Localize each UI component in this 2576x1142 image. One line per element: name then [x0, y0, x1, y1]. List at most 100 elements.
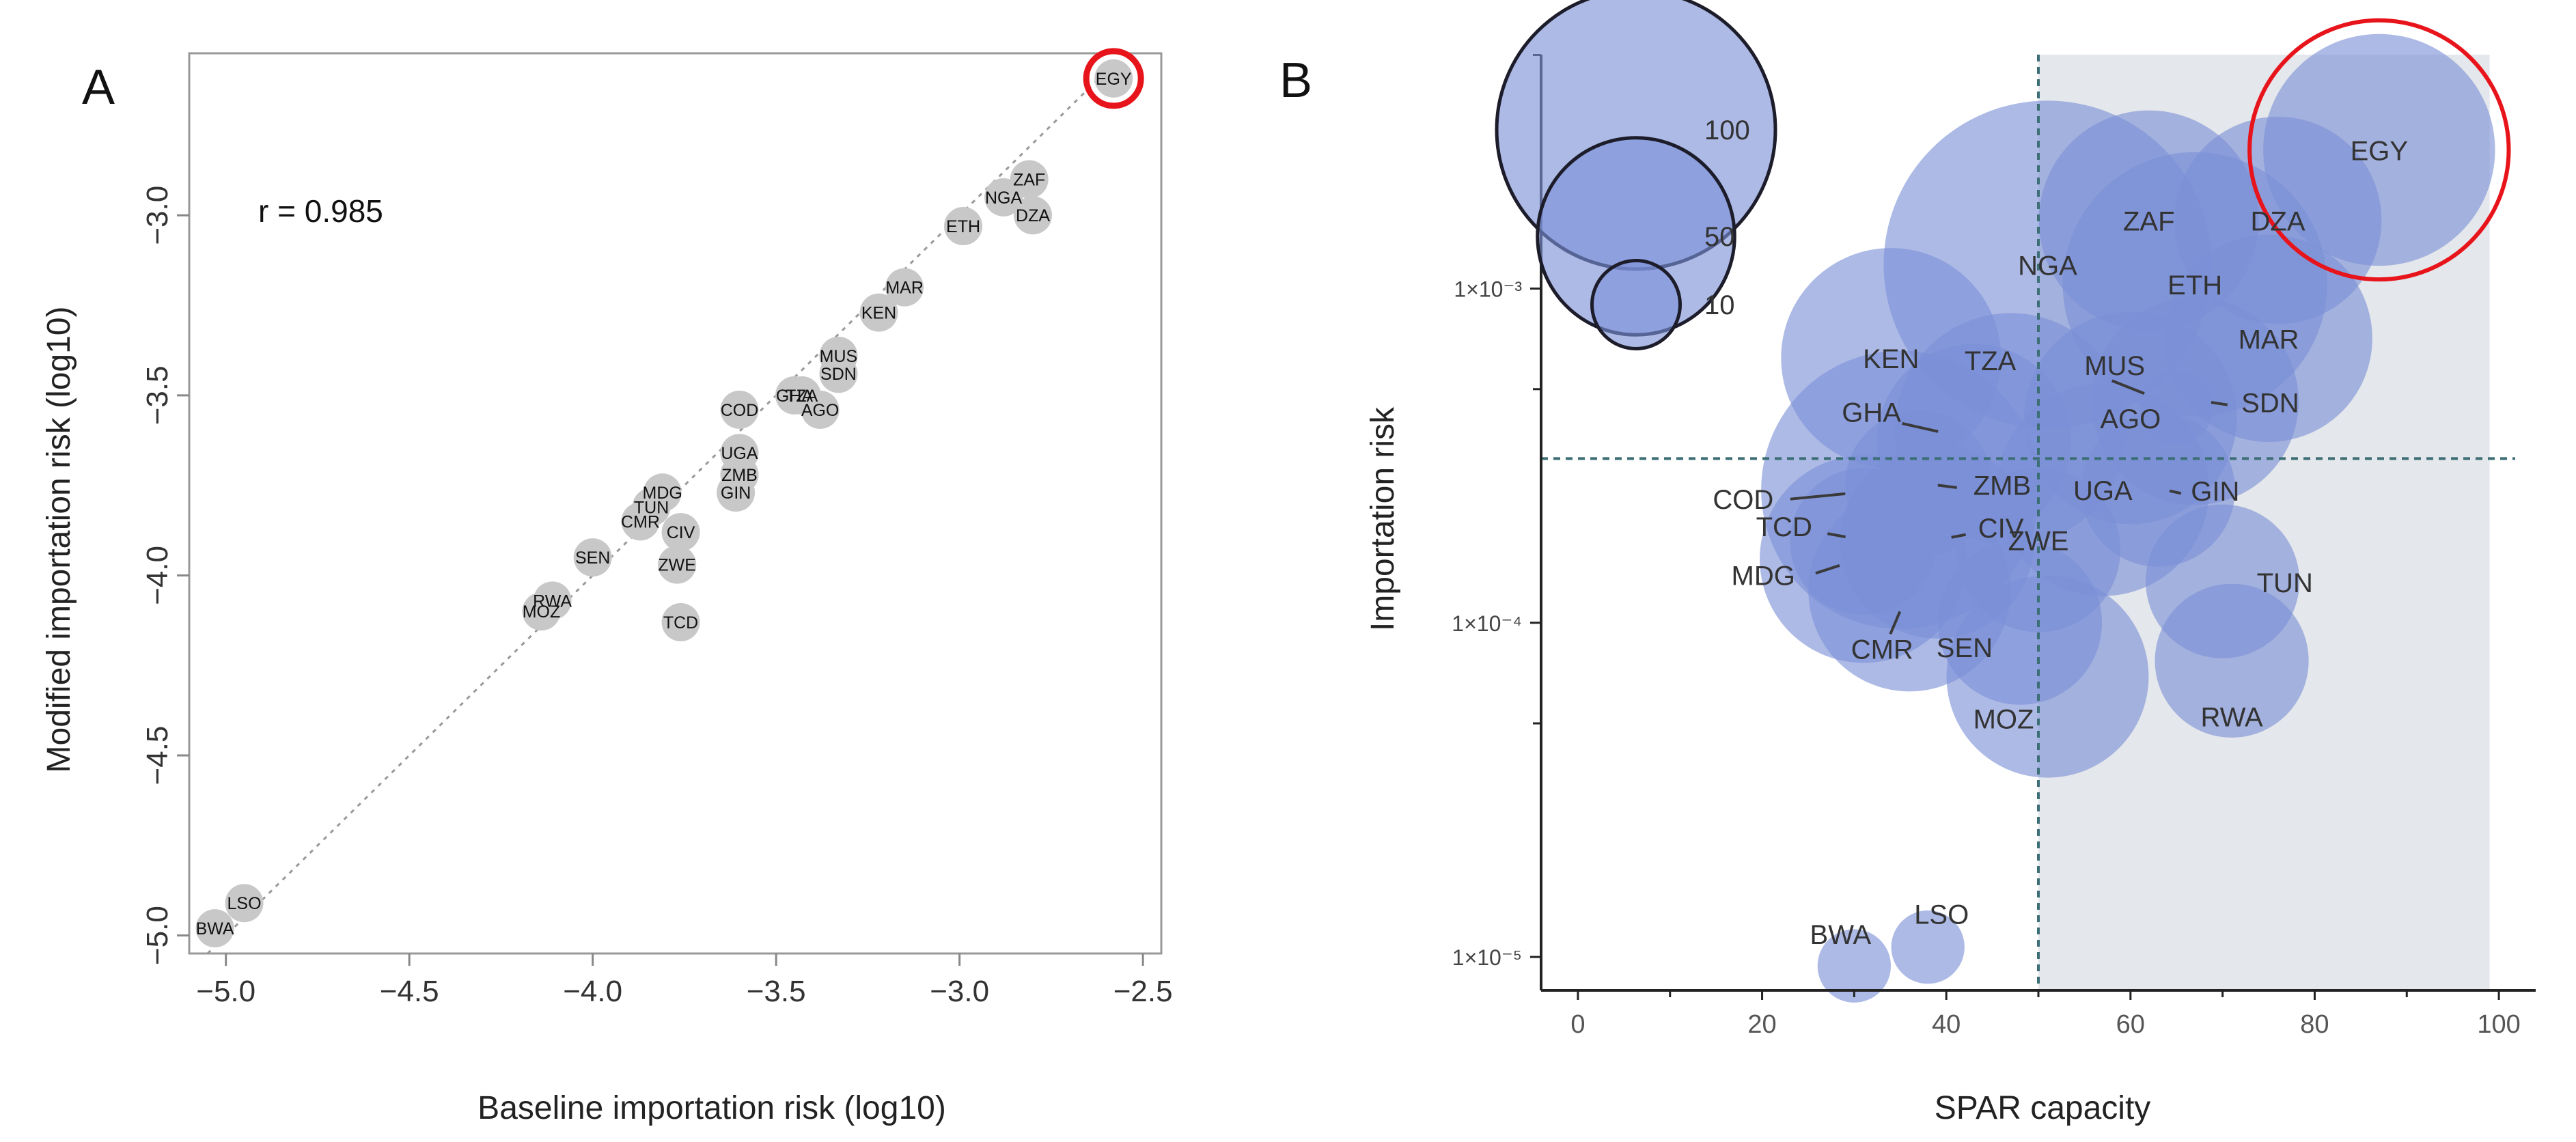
panel-b-legend-label: 10	[1704, 290, 1735, 320]
panel-b-point-label: ZAF	[2123, 207, 2175, 237]
panel-a-point-label: ZWE	[658, 556, 696, 575]
panel-b-x-label: SPAR capacity	[1935, 1090, 2151, 1126]
panel-a-point-label: UGA	[721, 444, 758, 463]
panel-a-y-tick-label: −3.0	[141, 186, 174, 245]
panel-b-legend-label: 100	[1704, 115, 1750, 145]
panel-a-point-label: ETH	[946, 217, 980, 236]
panel-a-point-label: MOZ	[523, 602, 561, 622]
panel-b-highlight-ring	[2247, 18, 2511, 282]
panel-a-y-tick-label: −3.5	[141, 365, 174, 425]
panel-a-point-label: TCD	[663, 613, 698, 632]
panel-a-scatter: A −5.0 −4.5 −4.0 −3.5 −3.0 −2.5 −5.0 −4.5 −4.0 −…	[41, 48, 1173, 1126]
panel-b-x-tick-label: 40	[1932, 1010, 1961, 1039]
panel-a-point-label: GIN	[721, 484, 751, 503]
panel-a-point-mar	[885, 268, 924, 307]
panel-b-point-label: ZWE	[2008, 526, 2069, 556]
panel-b-leader-line	[1951, 533, 1967, 539]
panel-b-size-legend: 100 50 10	[1495, 0, 1777, 351]
panel-b-leader-line	[1827, 532, 1846, 539]
panel-a-point-label: SEN	[575, 548, 610, 568]
panel-b-leader-line	[1889, 611, 1902, 635]
panel-b-bubble: B 0 20 40 60 80 100 1×10⁻⁵ 1×10⁻⁴ 1×10⁻³ EGY NGA…	[1279, 0, 2536, 1126]
panel-b-point-label: DZA	[2251, 207, 2305, 237]
panel-b-y-label: Importation risk	[1365, 406, 1401, 631]
panel-a-point-label: KEN	[861, 304, 896, 323]
panel-a-x-tick-label: −2.5	[1113, 975, 1173, 1008]
panel-a-point-eth	[944, 207, 983, 246]
panel-a-x-label: Baseline importation risk (log10)	[477, 1090, 946, 1126]
panel-a-x-tick-label: −3.5	[747, 975, 806, 1008]
panel-a-point-label: MAR	[885, 279, 924, 298]
panel-b-leader-line	[1790, 492, 1846, 501]
panel-a-point-ago	[801, 390, 840, 429]
panel-b-point-label: COD	[1713, 485, 1773, 515]
panel-b-point-label: AGO	[2100, 404, 2161, 434]
panel-b-y-tick-label: 1×10⁻³	[1454, 277, 1522, 302]
panel-b-point-label: UGA	[2073, 476, 2133, 506]
panel-b-bubble-rwa	[2155, 583, 2309, 738]
panel-b-x-tick-label: 20	[1747, 1010, 1776, 1039]
panel-b-y-tick-label: 1×10⁻⁴	[1452, 611, 1522, 636]
panel-a-point-civ	[661, 513, 700, 552]
panel-a-point-cod	[720, 390, 759, 429]
panel-a-point-label: RWA	[533, 591, 572, 611]
panel-b-x-tick-label: 0	[1570, 1010, 1585, 1039]
panel-a-point-sdn	[819, 354, 858, 393]
panel-a-point-cmr	[621, 502, 660, 541]
panel-a-point-lso	[225, 884, 264, 923]
panel-a-x-tick-label: −4.0	[563, 975, 622, 1008]
panel-b-point-label: LSO	[1914, 900, 1969, 930]
panel-b-point-label: BWA	[1810, 920, 1872, 950]
panel-a-point-moz	[522, 592, 561, 631]
panel-a-y-label: Modified importation risk (log10)	[41, 307, 77, 773]
panel-b-point-label: EGY	[2351, 136, 2408, 166]
panel-b-y-tick-label: 1×10⁻⁵	[1452, 945, 1522, 970]
panel-b-bubbles	[1760, 18, 2511, 1003]
panel-b-point-label: SDN	[2241, 389, 2299, 419]
panel-b-point-label: CIV	[1978, 514, 2024, 544]
panel-a-point-label: TZA	[786, 387, 818, 406]
panel-b-leader-line	[1902, 422, 1939, 433]
panel-b-point-label: SEN	[1937, 633, 1993, 663]
panel-a-y-tick-label: −4.0	[141, 546, 174, 605]
panel-a-x-axis: −5.0 −4.5 −4.0 −3.5 −3.0 −2.5	[196, 953, 1173, 1008]
panel-b-y-axis: 1×10⁻⁵ 1×10⁻⁴ 1×10⁻³	[1452, 53, 1541, 970]
panel-b-point-label: KEN	[1863, 344, 1919, 374]
panel-a-point-label: MUS	[820, 347, 858, 366]
panel-b-point-labels: EGY NGA ZAF DZA ETH MAR KEN MUS SDN AGO TZA GHA COD Z…	[1713, 136, 2408, 950]
panel-a-point-label: CIV	[667, 523, 695, 542]
panel-a-x-tick-label: −5.0	[196, 975, 255, 1008]
panel-b-point-label: MAR	[2239, 324, 2299, 354]
panel-a-point-label: CMR	[621, 512, 660, 531]
panel-a-point-nga	[984, 178, 1023, 217]
panel-a-point-label: GHA	[776, 387, 814, 406]
panel-b-leader-line	[2169, 489, 2182, 495]
panel-a-letter: A	[82, 60, 115, 115]
panel-a-point-egy	[1094, 59, 1133, 98]
panel-b-letter: B	[1279, 53, 1312, 108]
panel-a-point-dza	[1014, 196, 1053, 235]
panel-b-leader-line	[1937, 484, 1957, 489]
panel-a-point-label: AGO	[801, 401, 840, 420]
panel-a-point-label: LSO	[227, 894, 262, 913]
panel-a-point-label: TUN	[634, 498, 669, 517]
panel-a-x-tick-label: −3.0	[930, 975, 989, 1008]
panel-a-y-axis: −5.0 −4.5 −4.0 −3.5 −3.0	[141, 186, 189, 965]
panel-a-y-tick-label: −4.5	[141, 726, 174, 785]
panel-b-point-label: RWA	[2201, 702, 2263, 732]
panel-b-bubble-lso	[1891, 910, 1965, 984]
panel-b-x-tick-label: 60	[2116, 1010, 2145, 1039]
panel-a-point-label: EGY	[1096, 70, 1132, 89]
panel-a-point-zwe	[658, 545, 697, 584]
panel-a-point-label: MDG	[643, 484, 682, 503]
panel-b-legend-label: 50	[1704, 222, 1735, 252]
panel-a-y-tick-label: −5.0	[141, 906, 174, 965]
panel-a-point-bwa	[195, 909, 234, 948]
panel-b-bubble-moz	[1946, 575, 2149, 778]
panel-b-point-label: NGA	[2018, 251, 2077, 281]
panel-b-leader-line	[2211, 401, 2228, 406]
panel-a-point-label: NGA	[985, 189, 1023, 208]
panel-b-x-tick-label: 100	[2477, 1010, 2520, 1039]
panel-b-leader-line	[1815, 564, 1840, 575]
